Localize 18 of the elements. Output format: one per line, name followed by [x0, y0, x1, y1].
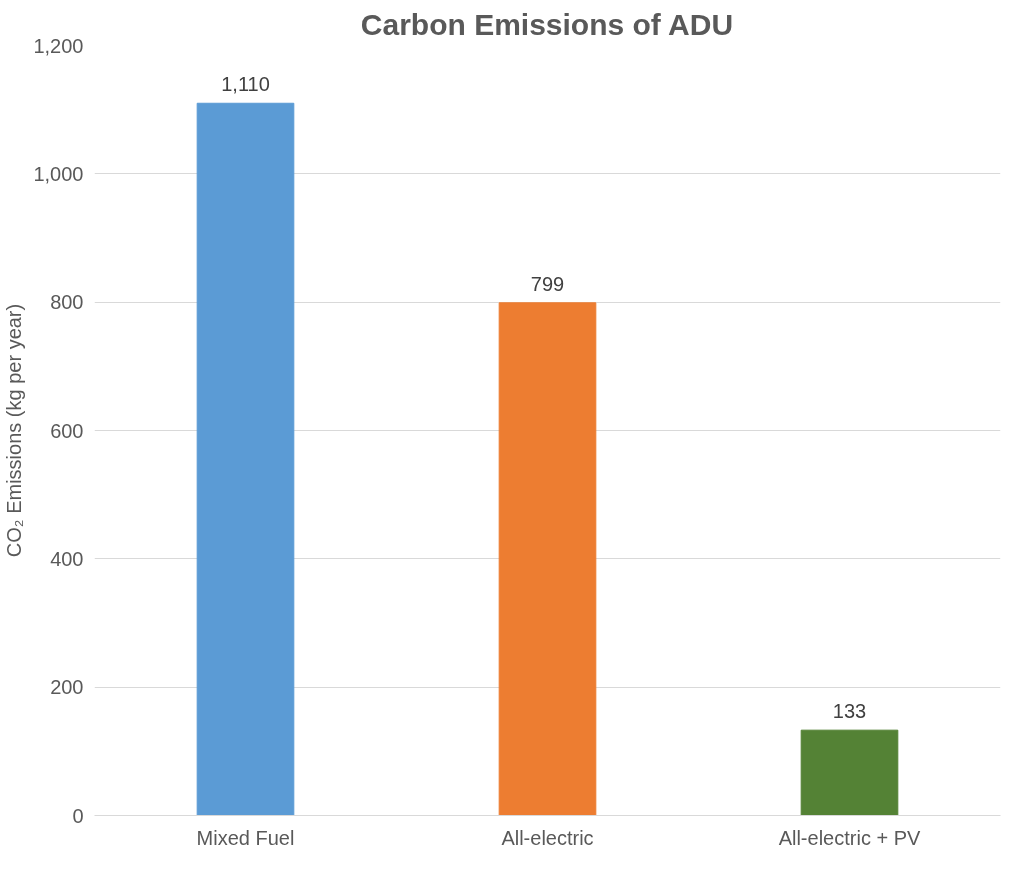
y-tick-label: 1,000	[33, 162, 84, 185]
chart-title: Carbon Emissions of ADU	[360, 7, 734, 41]
x-tick-label: Mixed Fuel	[196, 826, 295, 849]
y-tick-label: 0	[72, 804, 84, 827]
bar	[800, 729, 899, 816]
y-axis-title: CO₂ Emissions (kg per year)	[3, 303, 26, 558]
data-label: 133	[832, 700, 867, 723]
y-tick-label: 200	[50, 676, 84, 699]
y-tick-label: 400	[50, 547, 84, 570]
y-tick-label: 600	[50, 419, 84, 442]
bar	[196, 102, 295, 816]
x-tick-label: All-electric + PV	[778, 826, 922, 849]
data-label: 1,110	[221, 73, 270, 96]
x-tick-label: All-electric	[501, 826, 594, 849]
y-tick-label: 1,200	[33, 34, 84, 57]
bar	[498, 302, 597, 816]
y-tick-label: 800	[50, 291, 84, 314]
data-label: 799	[530, 272, 565, 295]
